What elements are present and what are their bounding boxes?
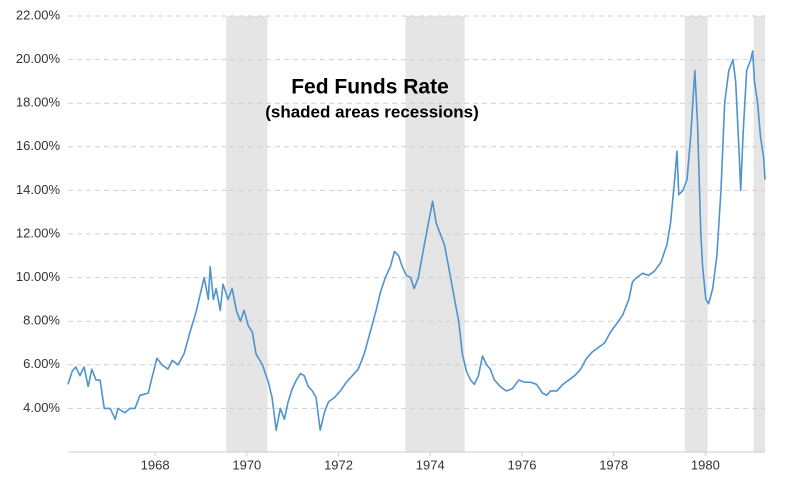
x-tick-label: 1970 — [232, 457, 261, 472]
y-tick-label: 18.00% — [16, 95, 61, 110]
recession-band — [405, 16, 465, 452]
x-tick-label: 1968 — [141, 457, 170, 472]
recession-band — [753, 16, 765, 452]
chart-title: Fed Funds Rate — [291, 76, 449, 99]
y-tick-label: 10.00% — [16, 269, 61, 284]
x-tick-label: 1978 — [599, 457, 628, 472]
recession-band — [684, 16, 708, 452]
y-tick-label: 14.00% — [16, 182, 61, 197]
y-tick-label: 8.00% — [23, 313, 60, 328]
recession-layer — [226, 16, 765, 452]
y-tick-label: 6.00% — [23, 356, 60, 371]
y-tick-label: 12.00% — [16, 225, 61, 240]
grid-layer: 4.00% 6.00% 8.00% 10.00% 12.00% 14.00% 16.00% 1… — [16, 7, 765, 472]
y-tick-label: 20.00% — [16, 51, 61, 66]
y-tick-label: 16.00% — [16, 138, 61, 153]
series-layer — [67, 50, 766, 431]
x-tick-label: 1974 — [416, 457, 445, 472]
y-tick-label: 4.00% — [23, 400, 60, 415]
x-tick-label: 1972 — [324, 457, 353, 472]
x-tick-label: 1980 — [691, 457, 720, 472]
y-tick-label: 22.00% — [16, 7, 61, 22]
chart-subtitle: (shaded areas recessions) — [265, 102, 479, 121]
x-tick-label: 1976 — [508, 457, 537, 472]
rate-line — [67, 50, 766, 431]
